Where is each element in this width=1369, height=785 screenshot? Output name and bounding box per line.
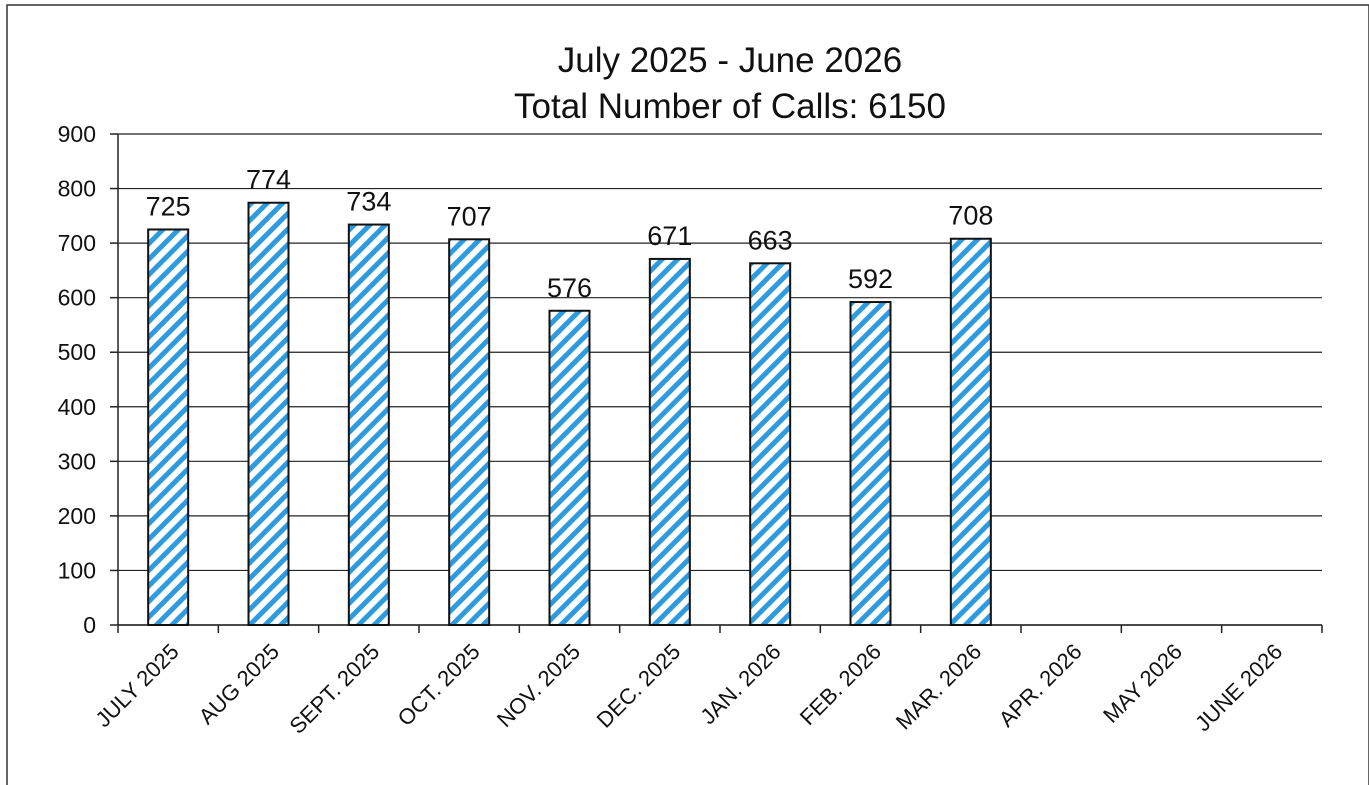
value-label: 707 — [447, 201, 492, 231]
value-label: 663 — [748, 225, 793, 255]
y-tick-label: 600 — [58, 285, 96, 311]
y-tick-label: 0 — [83, 612, 96, 638]
x-tick-label: MAR. 2026 — [891, 639, 987, 735]
x-tick-label: AUG 2025 — [194, 639, 284, 729]
y-tick-label: 400 — [58, 394, 96, 420]
x-tick-label: FEB. 2026 — [795, 639, 886, 730]
chart-title: July 2025 - June 2026 — [558, 41, 902, 80]
x-tick-label: MAY 2026 — [1098, 639, 1187, 728]
bar — [448, 238, 491, 626]
y-tick-label: 200 — [58, 503, 96, 529]
value-label: 734 — [346, 187, 391, 217]
x-tick-label: APR. 2026 — [994, 639, 1087, 732]
value-label: 708 — [948, 201, 993, 231]
x-tick-label: DEC. 2025 — [592, 639, 686, 733]
bar — [949, 237, 992, 626]
value-label: 671 — [647, 221, 692, 251]
y-tick-label: 800 — [58, 176, 96, 202]
bar — [849, 301, 892, 626]
x-tick-label: JAN. 2026 — [695, 639, 785, 729]
bar — [548, 309, 591, 626]
x-tick-label: JULY 2025 — [90, 639, 183, 732]
x-tick-label: OCT. 2025 — [393, 639, 485, 731]
value-label: 592 — [848, 264, 893, 294]
bar — [347, 223, 390, 626]
y-tick-label: 900 — [58, 121, 96, 147]
y-tick-label: 500 — [58, 339, 96, 365]
bar — [749, 262, 792, 626]
x-tick-label: SEPT. 2025 — [285, 639, 385, 739]
y-tick-label: 300 — [58, 448, 96, 474]
value-label: 774 — [246, 165, 291, 195]
bar — [247, 201, 290, 627]
x-tick-label: NOV. 2025 — [492, 639, 585, 732]
bar — [147, 228, 190, 626]
frame — [6, 4, 1369, 785]
bar — [648, 257, 691, 626]
value-label: 725 — [146, 191, 191, 221]
y-tick-label: 100 — [58, 557, 96, 583]
y-tick-label: 700 — [58, 230, 96, 256]
x-tick-label: JUNE 2026 — [1190, 639, 1287, 736]
chart-subtitle: Total Number of Calls: 6150 — [514, 87, 946, 126]
value-label: 576 — [547, 273, 592, 303]
